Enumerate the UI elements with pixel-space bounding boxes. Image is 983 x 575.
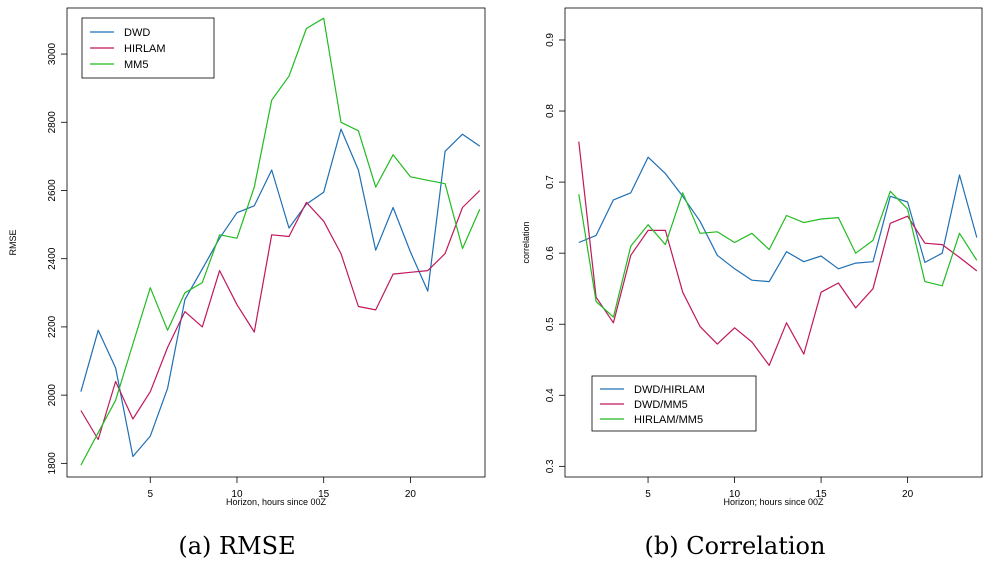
chart2-series-dwd-hirlam-line [578, 156, 978, 283]
chart2-x-tick-label: 10 [729, 489, 741, 500]
chart1-y-tick-label: 2000 [47, 384, 58, 407]
chart1-y-tick-label: 2800 [47, 111, 58, 134]
chart1-y-tick-label: 2200 [47, 315, 58, 338]
chart2-series-hirlam-mm5-line [578, 190, 978, 318]
chart1-y-axis-label: RMSE [8, 229, 18, 255]
chart2-x-tick-label: 5 [645, 489, 651, 500]
chart2-x-axis-label: Horizon; hours since 00Z [723, 497, 824, 507]
chart1-x-tick-label: 20 [405, 489, 417, 500]
chart1-series-dwd-line [80, 128, 481, 458]
chart2-y-tick-label: 0.5 [545, 317, 556, 331]
chart1-x-tick-label: 5 [147, 489, 153, 500]
chart1-plot-frame [66, 7, 486, 478]
chart1-legend-entry-mm5: MM5 [124, 59, 148, 71]
chart2-x-tick-label: 15 [816, 489, 828, 500]
chart1-y-tick-label: 3000 [47, 42, 58, 65]
chart1-y-tick-label: 1800 [47, 452, 58, 475]
chart2-y-tick-label: 0.8 [545, 104, 556, 118]
chart1-x-tick-label: 10 [231, 489, 243, 500]
chart2-y-axis-label: correlation [521, 221, 531, 263]
chart2-caption: (b) Correlation [645, 532, 826, 560]
chart1-legend-entry-hirlam: HIRLAM [124, 43, 166, 55]
chart2-x-tick-label: 20 [902, 489, 914, 500]
chart2-y-tick-label: 0.6 [545, 246, 556, 260]
chart2-legend-entry-hirlam-mm5: HIRLAM/MM5 [634, 414, 703, 426]
chart2-legend-entry-dwd-mm5: DWD/MM5 [634, 399, 688, 411]
chart1-x-axis-label: Horizon, hours since 00Z [226, 497, 327, 507]
chart2-series-dwd-mm5-line [578, 141, 978, 366]
chart1-caption: (a) RMSE [178, 532, 295, 560]
chart2-legend-entry-dwd-hirlam: DWD/HIRLAM [634, 384, 705, 396]
chart2-y-tick-label: 0.7 [545, 175, 556, 189]
chart1-x-tick-label: 15 [318, 489, 330, 500]
chart1-y-tick-label: 2400 [47, 247, 58, 270]
chart2-plot-frame [564, 7, 983, 478]
chart1-series-mm5-line [80, 17, 481, 466]
chart2-y-tick-label: 0.3 [545, 459, 556, 473]
chart1-series-hirlam-line [80, 190, 481, 441]
chart1-legend-entry-dwd: DWD [124, 27, 150, 39]
chart2-y-tick-label: 0.9 [545, 33, 556, 47]
chart2-y-tick-label: 0.4 [545, 388, 556, 402]
chart1-y-tick-label: 2600 [47, 179, 58, 202]
